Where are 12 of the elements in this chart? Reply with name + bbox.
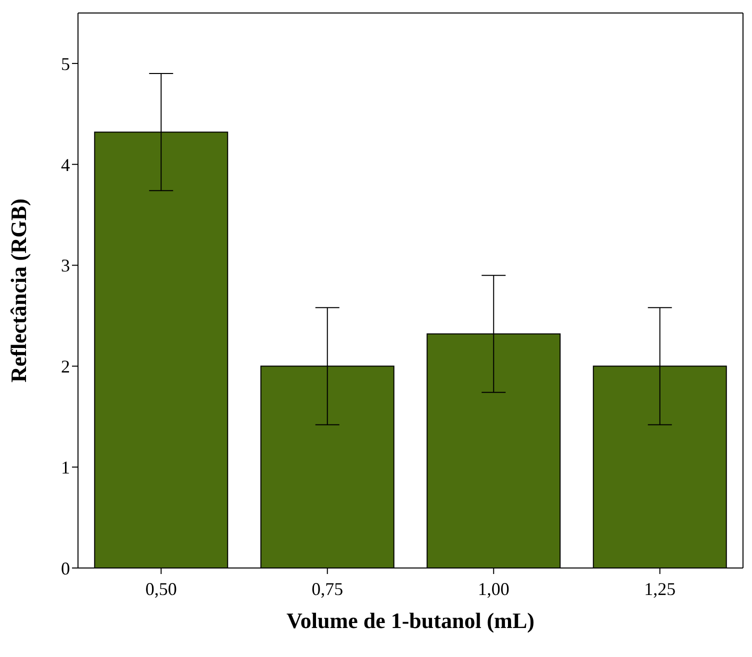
y-tick-label: 3 (61, 256, 70, 276)
x-tick-label: 1,00 (478, 578, 510, 599)
x-axis-title: Volume de 1-butanol (mL) (286, 608, 534, 633)
x-tick-label: 1,25 (644, 578, 676, 599)
y-tick-label: 5 (61, 54, 70, 74)
y-axis-title: Reflectância (RGB) (6, 198, 31, 382)
x-tick-label: 0,50 (145, 578, 177, 599)
y-tick-label: 0 (61, 558, 70, 578)
y-tick-label: 2 (61, 356, 70, 377)
y-tick-label: 4 (61, 154, 70, 175)
x-tick-label: 0,75 (312, 578, 344, 599)
y-tick-label: 1 (61, 457, 70, 478)
